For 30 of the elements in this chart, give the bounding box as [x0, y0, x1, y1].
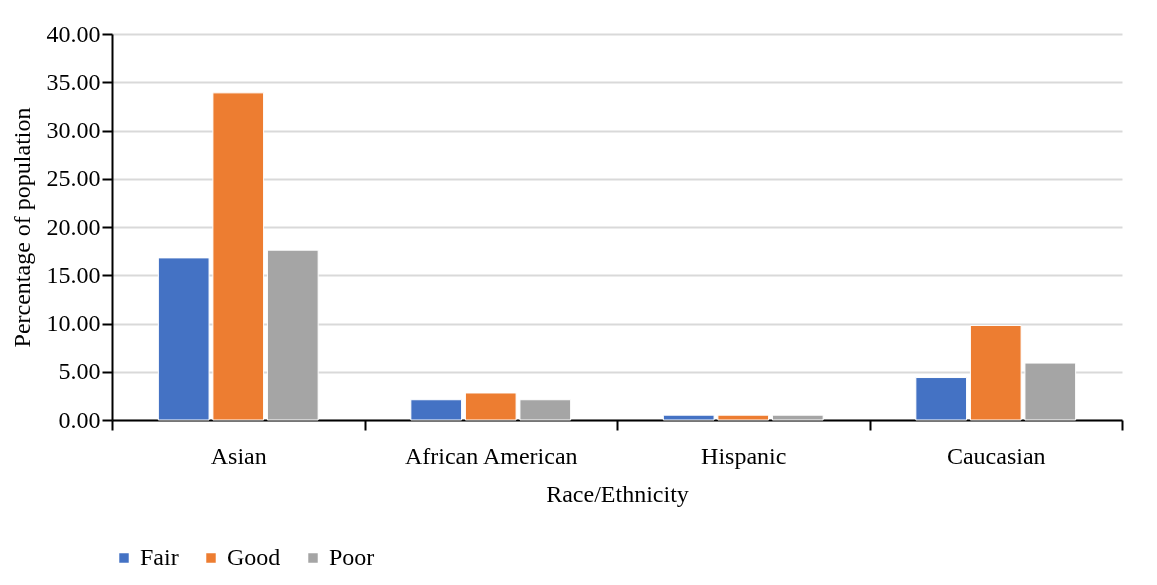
y-tick-label: 35.00: [46, 68, 101, 95]
bar: [266, 249, 319, 421]
y-tick-label: 40.00: [46, 20, 101, 47]
legend-label: Fair: [140, 544, 179, 570]
x-tick-label: Hispanic: [701, 442, 787, 469]
bar: [212, 92, 265, 421]
y-tick-label: 25.00: [46, 165, 101, 192]
y-tick-label: 5.00: [58, 358, 101, 385]
bar: [717, 414, 770, 421]
bar: [1024, 362, 1077, 421]
bar: [915, 377, 968, 421]
bar: [771, 414, 824, 421]
bar: [662, 414, 715, 421]
y-tick-label: 0.00: [58, 406, 101, 433]
x-tick-label: Caucasian: [946, 442, 1046, 469]
bar: [157, 257, 210, 421]
bar: [410, 399, 463, 421]
bar: [464, 392, 517, 421]
y-tick-label: 15.00: [46, 261, 101, 288]
y-tick-label: 20.00: [46, 213, 101, 240]
bar: [519, 399, 572, 421]
x-axis-title: Race/Ethnicity: [546, 480, 689, 507]
y-axis-title: Percentage of population: [8, 107, 35, 348]
legend-label: Good: [227, 544, 281, 570]
bar: [969, 324, 1022, 421]
legend-label: Poor: [329, 544, 375, 570]
y-tick-label: 30.00: [46, 117, 101, 143]
x-tick-label: African American: [404, 442, 578, 469]
x-tick-label: Asian: [210, 442, 267, 469]
y-tick-label: 10.00: [46, 310, 101, 336]
